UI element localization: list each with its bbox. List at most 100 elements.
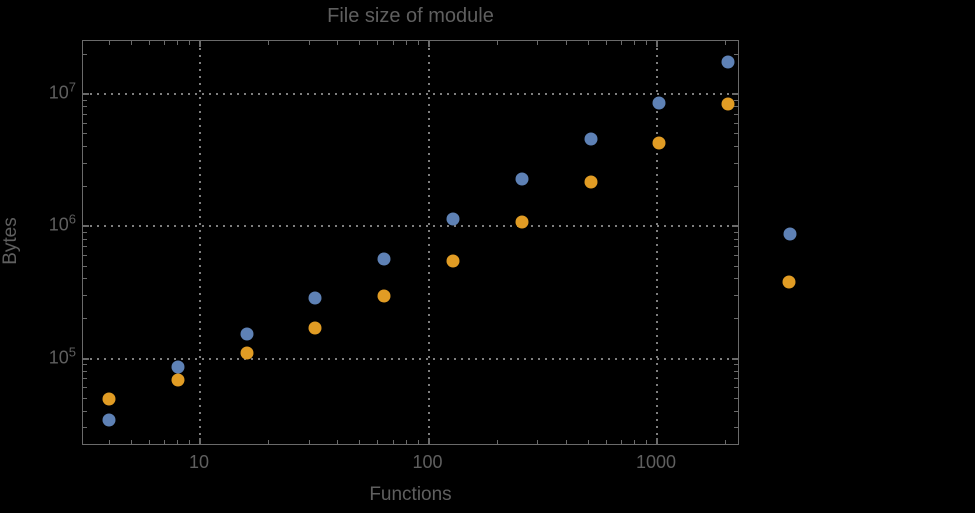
tick-mark xyxy=(337,41,339,45)
tick-mark xyxy=(734,364,738,366)
y-tick-base: 10 xyxy=(48,347,69,367)
data-point-blue-x128 xyxy=(446,212,460,226)
tick-mark xyxy=(83,387,87,389)
tick-mark xyxy=(417,41,419,45)
tick-mark xyxy=(605,41,607,45)
tick-mark xyxy=(732,93,738,95)
y-tick-exponent: 7 xyxy=(68,79,76,95)
tick-mark xyxy=(83,133,87,135)
chart-title: File size of module xyxy=(327,5,494,27)
tick-mark xyxy=(656,41,658,47)
tick-mark xyxy=(496,440,498,444)
tick-mark xyxy=(83,146,87,148)
tick-mark xyxy=(621,440,623,444)
y-tick-label-10e7: 107 xyxy=(48,79,76,104)
tick-mark xyxy=(734,370,738,372)
tick-mark xyxy=(83,370,87,372)
tick-mark xyxy=(359,41,361,45)
tick-mark xyxy=(417,440,419,444)
data-point-blue-x1024 xyxy=(652,96,666,110)
y-tick-exponent: 6 xyxy=(68,211,76,227)
data-point-orange-x128 xyxy=(446,254,460,268)
tick-mark xyxy=(83,162,87,164)
gridline-x-10 xyxy=(199,41,201,444)
tick-mark xyxy=(734,122,738,124)
tick-mark xyxy=(148,440,150,444)
tick-mark xyxy=(377,41,379,45)
data-point-blue-x8 xyxy=(171,360,185,374)
tick-mark xyxy=(164,440,166,444)
tick-mark xyxy=(734,246,738,248)
tick-mark xyxy=(308,41,310,45)
tick-mark xyxy=(83,246,87,248)
tick-mark xyxy=(130,41,132,45)
tick-mark xyxy=(734,146,738,148)
data-point-orange-x8 xyxy=(171,373,185,387)
tick-mark xyxy=(496,41,498,45)
y-tick-base: 10 xyxy=(48,214,69,235)
tick-mark xyxy=(83,185,87,187)
data-point-blue-x2048 xyxy=(721,55,735,69)
tick-mark xyxy=(177,41,179,45)
tick-mark xyxy=(164,41,166,45)
x-axis-label: Functions xyxy=(369,484,452,505)
tick-mark xyxy=(177,440,179,444)
data-point-orange-x32 xyxy=(308,321,322,335)
tick-mark xyxy=(308,440,310,444)
tick-mark xyxy=(427,438,430,444)
tick-mark xyxy=(734,265,738,267)
tick-mark xyxy=(268,41,270,45)
data-point-blue-x32 xyxy=(308,291,322,305)
tick-mark xyxy=(83,93,89,95)
tick-mark xyxy=(734,231,738,233)
tick-mark xyxy=(734,133,738,135)
tick-mark xyxy=(734,162,738,164)
x-tick-label-100: 100 xyxy=(412,452,443,472)
tick-mark xyxy=(83,113,87,115)
x-tick-label-10: 10 xyxy=(188,452,210,472)
tick-mark xyxy=(734,278,738,280)
tick-mark xyxy=(268,440,270,444)
tick-mark xyxy=(405,41,407,45)
legend-marker-blue xyxy=(783,227,797,241)
tick-mark xyxy=(734,238,738,240)
tick-mark xyxy=(734,318,738,320)
tick-mark xyxy=(734,387,738,389)
legend-marker-orange xyxy=(782,275,796,289)
y-axis-label-text: Bytes xyxy=(0,217,21,265)
tick-mark xyxy=(83,278,87,280)
tick-mark xyxy=(189,440,191,444)
tick-mark xyxy=(337,440,339,444)
gridline-y-10e7 xyxy=(83,93,738,95)
tick-mark xyxy=(734,53,738,55)
tick-mark xyxy=(83,53,87,55)
tick-mark xyxy=(83,106,87,108)
tick-mark xyxy=(725,440,727,444)
data-point-orange-x2048 xyxy=(721,97,735,111)
tick-mark xyxy=(392,440,394,444)
tick-mark xyxy=(392,41,394,45)
tick-mark xyxy=(83,357,89,360)
y-tick-base: 10 xyxy=(48,82,69,103)
tick-mark xyxy=(565,440,567,444)
tick-mark xyxy=(646,41,648,45)
tick-mark xyxy=(734,113,738,115)
tick-mark xyxy=(646,440,648,444)
tick-mark xyxy=(537,41,539,45)
tick-mark xyxy=(83,410,87,412)
tick-mark xyxy=(148,41,150,45)
tick-mark xyxy=(734,106,738,108)
tick-mark xyxy=(83,318,87,320)
tick-mark xyxy=(83,364,87,366)
data-point-orange-x512 xyxy=(584,175,598,189)
tick-mark xyxy=(732,357,738,360)
data-point-blue-x4 xyxy=(102,413,116,427)
tick-mark xyxy=(427,41,430,47)
tick-mark xyxy=(83,397,87,399)
y-tick-label-10e5: 105 xyxy=(48,345,76,368)
data-point-blue-x16 xyxy=(240,327,254,341)
tick-mark xyxy=(656,438,658,444)
tick-mark xyxy=(732,225,738,228)
data-point-blue-x512 xyxy=(584,132,598,146)
tick-mark xyxy=(734,427,738,429)
